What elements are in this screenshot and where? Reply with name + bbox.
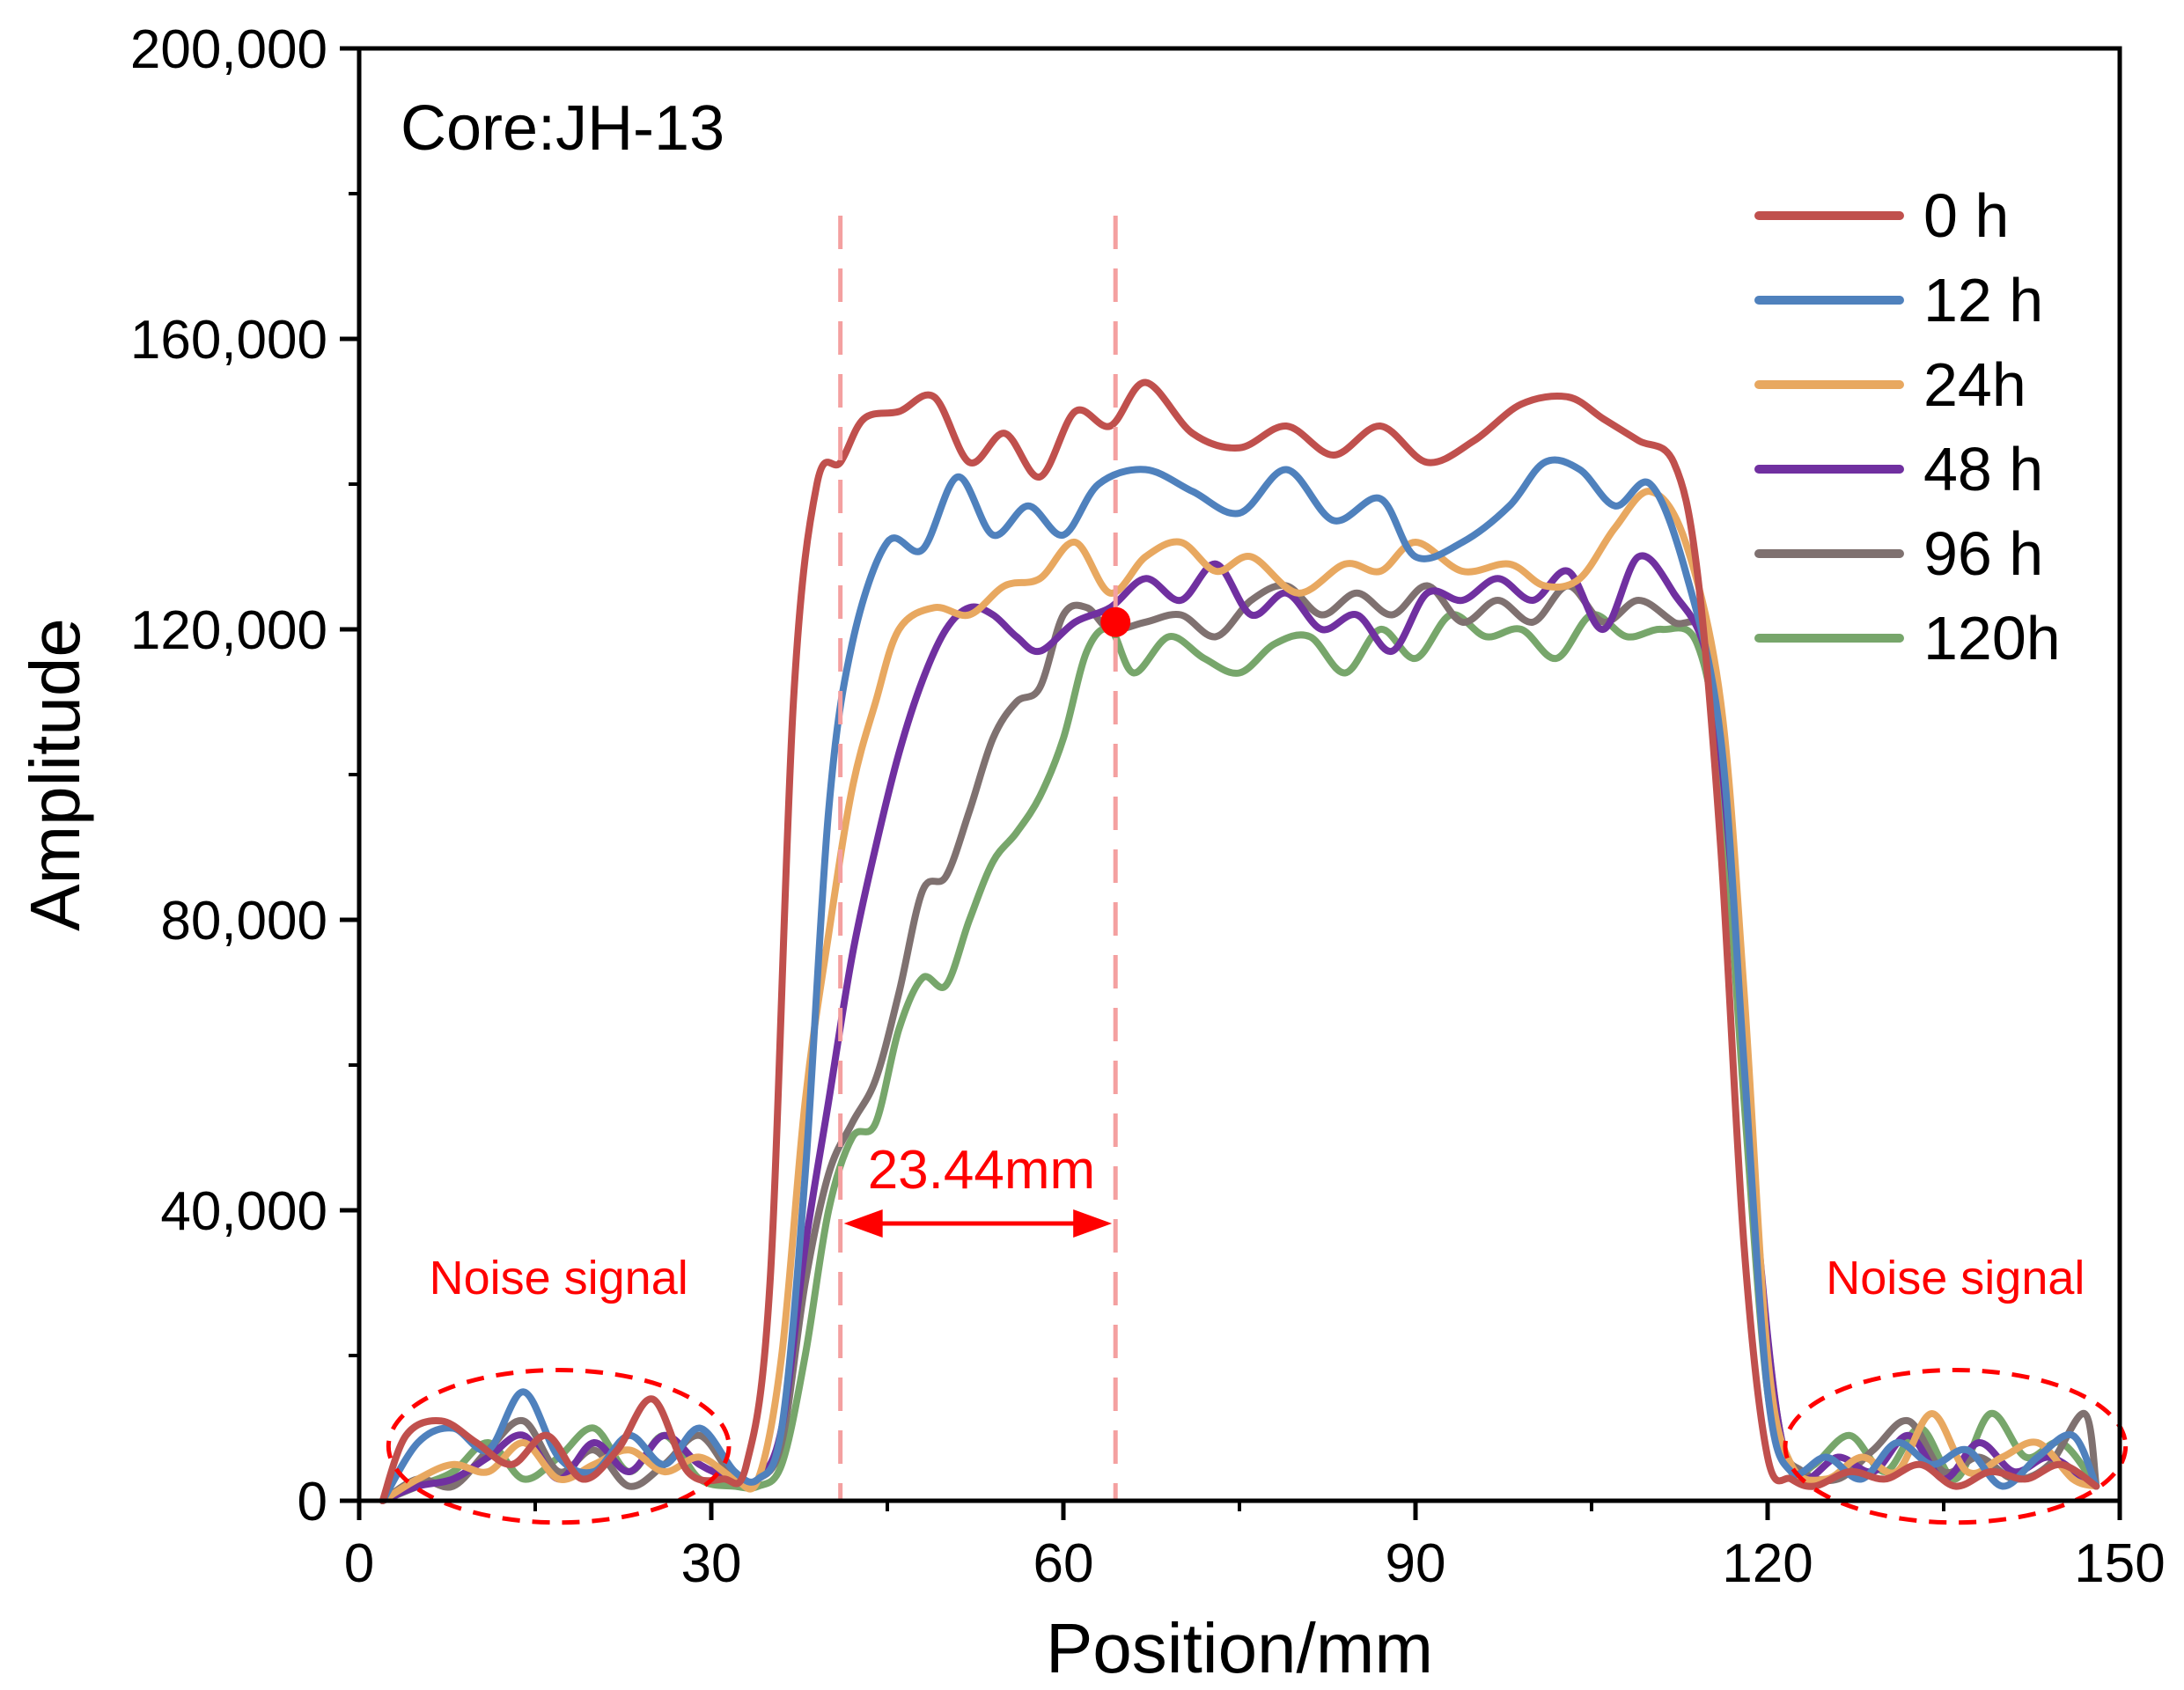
series-line-96h <box>379 582 2100 1504</box>
series-line-120h <box>379 611 2100 1504</box>
legend: 0 h 12 h 24h 48 h 96 h 120h <box>1754 181 2061 672</box>
marker-point <box>1100 606 1131 637</box>
series-line-12h <box>379 456 2100 1504</box>
x-tick-labels: 0 30 60 90 120 150 <box>344 1533 2166 1594</box>
y-tick-label: 200,000 <box>130 19 327 80</box>
noise-label-left: Noise signal <box>430 1252 688 1304</box>
y-tick-label: 160,000 <box>130 310 327 371</box>
x-tick-label: 120 <box>1722 1533 1813 1594</box>
x-tick-label: 90 <box>1386 1533 1446 1594</box>
legend-label: 96 h <box>1923 519 2043 588</box>
legend-label: 0 h <box>1923 181 2009 250</box>
plot-frame <box>357 46 2122 1503</box>
legend-label: 24h <box>1923 350 2026 419</box>
y-tick-label: 80,000 <box>160 891 327 952</box>
y-tick-label: 0 <box>298 1472 327 1532</box>
y-tick-label: 120,000 <box>130 600 327 661</box>
x-tick-label: 60 <box>1033 1533 1094 1594</box>
series-line-0h <box>379 378 2100 1504</box>
y-tick-labels: 0 40,000 80,000 120,000 160,000 200,000 <box>130 19 327 1532</box>
x-tick-label: 30 <box>681 1533 742 1594</box>
x-axis-label: Position/mm <box>1046 1609 1433 1687</box>
x-tick-label: 0 <box>344 1533 374 1594</box>
series-layer <box>379 378 2100 1504</box>
legend-label: 12 h <box>1923 266 2043 334</box>
chart-title: Core:JH-13 <box>401 93 724 164</box>
distance-arrow-head-left <box>843 1209 883 1238</box>
y-axis-label: Amplitude <box>16 618 94 931</box>
legend-label: 120h <box>1923 604 2061 672</box>
series-line-48h <box>379 552 2100 1504</box>
x-tick-label: 150 <box>2074 1533 2165 1594</box>
distance-label: 23.44mm <box>868 1140 1095 1201</box>
series-line-24h <box>379 488 2100 1504</box>
noise-label-right: Noise signal <box>1826 1252 2085 1304</box>
y-tick-label: 40,000 <box>160 1181 327 1242</box>
annotation-layer: 23.44mm Noise signal Noise signal <box>386 216 2129 1525</box>
noise-ellipse-right <box>1783 1368 2129 1525</box>
noise-ellipse-left <box>386 1368 732 1525</box>
distance-arrow-head-right <box>1073 1209 1113 1238</box>
legend-label: 48 h <box>1923 435 2043 503</box>
